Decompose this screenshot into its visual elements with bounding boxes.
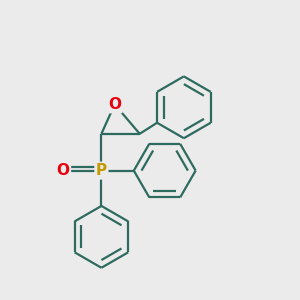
Text: O: O	[108, 97, 121, 112]
Text: P: P	[96, 163, 107, 178]
Text: O: O	[57, 163, 70, 178]
